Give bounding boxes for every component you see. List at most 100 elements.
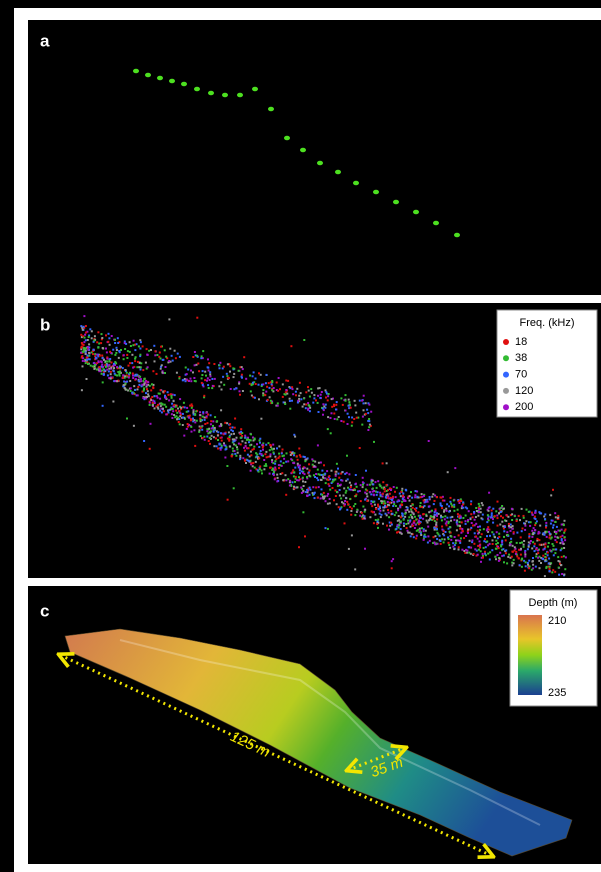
scatter-dot <box>94 364 97 366</box>
scatter-dot <box>249 450 252 453</box>
scatter-dot <box>429 516 432 519</box>
scatter-dot <box>335 408 337 411</box>
scatter-dot <box>107 370 110 373</box>
scatter-dot <box>233 388 236 391</box>
scatter-dot <box>431 518 433 521</box>
scatter-dot <box>467 528 470 531</box>
scatter-dot <box>199 411 202 414</box>
scatter-dot <box>194 413 197 416</box>
scatter-dot <box>447 538 450 540</box>
scatter-dot <box>494 547 497 550</box>
scatter-dot <box>356 508 359 511</box>
scatter-dot <box>244 434 247 437</box>
scatter-dot <box>554 570 557 573</box>
scatter-dot <box>293 487 296 490</box>
scatter-dot <box>383 487 386 490</box>
scatter-dot <box>82 349 85 352</box>
scatter-dot <box>475 507 478 509</box>
scatter-dot <box>340 472 343 475</box>
scatter-dot <box>291 453 294 456</box>
scatter-dot <box>528 565 531 568</box>
scatter-dot <box>209 375 212 378</box>
track-dots <box>133 68 460 238</box>
scatter-dot <box>561 573 564 575</box>
scatter-dot <box>527 544 530 547</box>
scatter-dot <box>220 446 223 449</box>
scatter-dot <box>387 495 390 498</box>
scatter-dot <box>200 377 203 380</box>
track-dot <box>169 78 175 84</box>
scatter-dot <box>475 522 478 525</box>
scatter-dot <box>88 354 91 357</box>
scatter-dot <box>374 513 377 516</box>
scatter-dot <box>372 483 375 486</box>
scatter-dot <box>348 473 351 476</box>
scatter-dot <box>171 359 174 362</box>
scatter-dot <box>328 484 331 487</box>
scatter-dot <box>523 559 526 562</box>
scatter-dot <box>190 403 193 406</box>
scatter-dot <box>86 358 88 361</box>
scatter-dot <box>166 391 169 394</box>
scatter-dot <box>263 459 266 461</box>
scatter-dot <box>374 490 377 493</box>
scatter-dot <box>512 532 515 535</box>
scatter-dot <box>417 496 420 499</box>
scatter-dot <box>452 499 455 502</box>
scatter-dot <box>401 512 404 515</box>
scatter-dot <box>126 353 129 356</box>
scatter-dot <box>204 370 207 373</box>
scatter-dot <box>334 495 337 497</box>
scatter-dot <box>293 452 296 455</box>
scatter-dot <box>429 515 432 518</box>
scatter-dot <box>375 507 377 510</box>
scatter-dot <box>484 550 486 553</box>
scatter-dot <box>146 353 149 356</box>
scatter-dot <box>529 521 532 524</box>
scatter-dot <box>158 355 161 358</box>
scatter-dot <box>501 539 504 542</box>
scatter-dot <box>296 486 299 489</box>
scatter-dot <box>259 449 262 452</box>
scatter-dot <box>296 401 299 404</box>
scatter-dot <box>200 357 203 360</box>
scatter-dot <box>537 532 540 535</box>
scatter-dot <box>306 488 309 491</box>
scatter-dot <box>525 520 528 523</box>
scatter-dot <box>90 330 93 333</box>
scatter-dot <box>280 464 283 467</box>
scatter-dot <box>159 409 162 412</box>
scatter-dot <box>499 511 502 513</box>
scatter-dot <box>220 432 222 435</box>
scatter-dot <box>324 472 327 475</box>
scatter-dot <box>402 518 405 521</box>
scatter-dot <box>96 341 99 344</box>
scatter-dot <box>166 357 169 360</box>
scatter-dot <box>532 567 535 570</box>
scatter-dot <box>147 381 150 384</box>
scatter-dot <box>171 417 174 419</box>
scatter-dot <box>99 370 102 373</box>
scatter-dot <box>496 514 499 517</box>
scatter-dot <box>417 528 420 531</box>
scatter-dot <box>396 525 399 528</box>
scatter-dot <box>434 508 437 511</box>
scatter-dot <box>265 390 268 393</box>
scatter-dot <box>186 423 189 425</box>
scatter-dot <box>192 420 195 423</box>
scatter-dot <box>226 422 229 425</box>
scatter-dot <box>288 481 291 484</box>
scatter-dot <box>304 491 307 493</box>
scatter-dot <box>303 473 306 476</box>
scatter-dot <box>263 468 266 471</box>
scatter-dot <box>532 563 535 566</box>
scatter-dot <box>238 390 241 393</box>
scatter-dot <box>80 351 83 354</box>
scatter-dot <box>132 374 134 377</box>
scatter-dot <box>540 512 543 515</box>
scatter-dot <box>412 513 415 516</box>
scatter-dot <box>331 487 334 489</box>
scatter-dot <box>218 425 221 428</box>
scatter-dot <box>199 420 202 423</box>
scatter-dot <box>530 511 533 514</box>
